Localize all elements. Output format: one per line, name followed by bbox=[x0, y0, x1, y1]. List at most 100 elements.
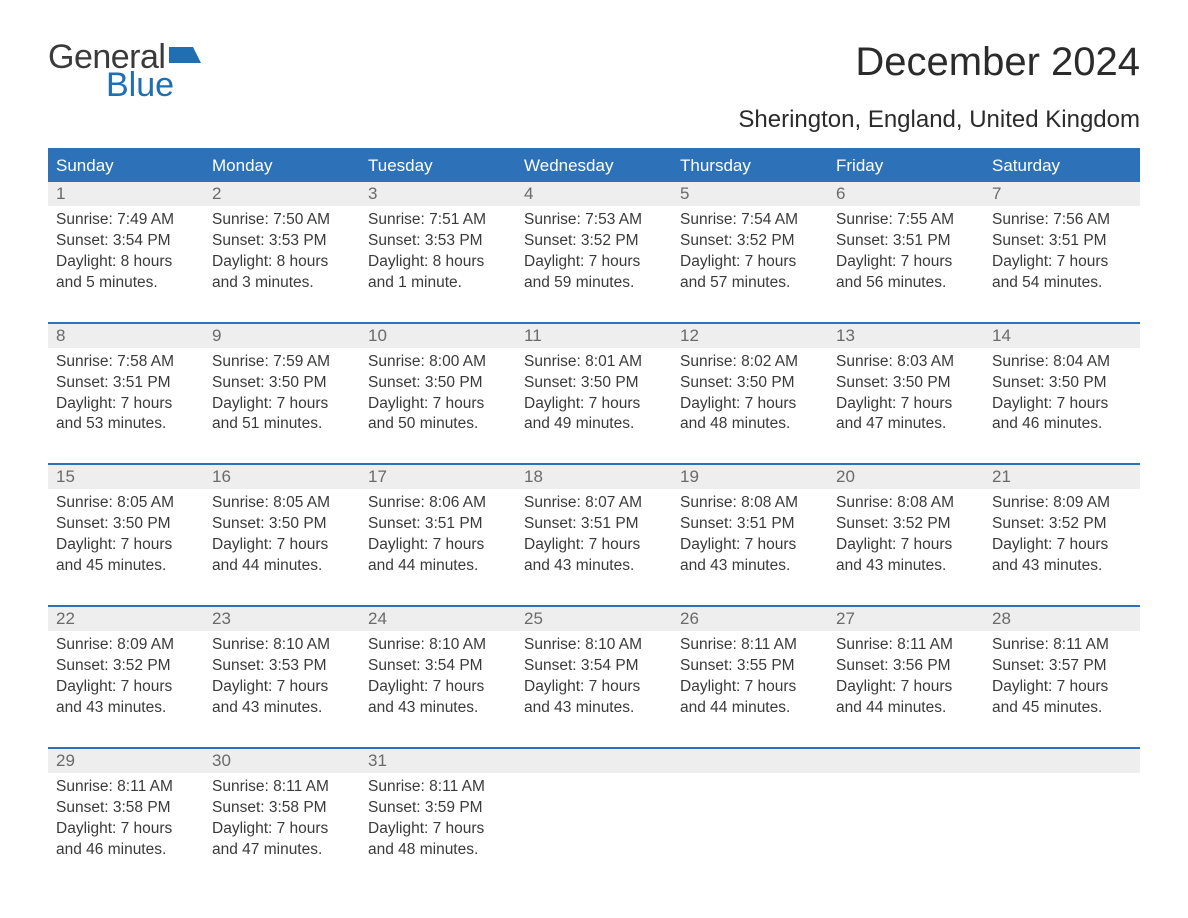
day-sunset: Sunset: 3:54 PM bbox=[368, 656, 508, 677]
day-cell: Sunrise: 8:08 AMSunset: 3:51 PMDaylight:… bbox=[672, 489, 828, 587]
calendar-week: 22232425262728Sunrise: 8:09 AMSunset: 3:… bbox=[48, 605, 1140, 729]
day-cell: Sunrise: 8:11 AMSunset: 3:58 PMDaylight:… bbox=[204, 773, 360, 871]
weekday-label: Sunday bbox=[48, 150, 204, 182]
day-sunrise: Sunrise: 8:10 AM bbox=[368, 635, 508, 656]
day-sunrise: Sunrise: 7:56 AM bbox=[992, 210, 1132, 231]
day-d1: Daylight: 7 hours bbox=[368, 394, 508, 415]
day-sunrise: Sunrise: 8:08 AM bbox=[836, 493, 976, 514]
day-number: 16 bbox=[204, 465, 360, 489]
day-number: 30 bbox=[204, 749, 360, 773]
day-number: 23 bbox=[204, 607, 360, 631]
day-sunrise: Sunrise: 8:06 AM bbox=[368, 493, 508, 514]
weekday-header: SundayMondayTuesdayWednesdayThursdayFrid… bbox=[48, 150, 1140, 182]
day-sunrise: Sunrise: 8:11 AM bbox=[368, 777, 508, 798]
flag-icon bbox=[169, 43, 201, 71]
day-sunset: Sunset: 3:52 PM bbox=[56, 656, 196, 677]
day-d1: Daylight: 7 hours bbox=[212, 677, 352, 698]
day-number: 9 bbox=[204, 324, 360, 348]
day-d2: and 47 minutes. bbox=[212, 840, 352, 861]
day-d1: Daylight: 7 hours bbox=[56, 677, 196, 698]
day-d1: Daylight: 8 hours bbox=[368, 252, 508, 273]
day-sunrise: Sunrise: 8:02 AM bbox=[680, 352, 820, 373]
day-sunrise: Sunrise: 8:08 AM bbox=[680, 493, 820, 514]
day-sunset: Sunset: 3:56 PM bbox=[836, 656, 976, 677]
day-d1: Daylight: 7 hours bbox=[836, 535, 976, 556]
day-number: 1 bbox=[48, 182, 204, 206]
day-d2: and 43 minutes. bbox=[56, 698, 196, 719]
daynum-row: 1234567 bbox=[48, 182, 1140, 206]
day-d2: and 43 minutes. bbox=[212, 698, 352, 719]
day-cell: Sunrise: 7:58 AMSunset: 3:51 PMDaylight:… bbox=[48, 348, 204, 446]
day-d2: and 43 minutes. bbox=[524, 556, 664, 577]
logo-text-blue: Blue bbox=[106, 68, 201, 102]
day-number: 29 bbox=[48, 749, 204, 773]
day-cell: Sunrise: 8:02 AMSunset: 3:50 PMDaylight:… bbox=[672, 348, 828, 446]
day-d2: and 43 minutes. bbox=[992, 556, 1132, 577]
day-cell: Sunrise: 8:10 AMSunset: 3:53 PMDaylight:… bbox=[204, 631, 360, 729]
day-cell: Sunrise: 8:10 AMSunset: 3:54 PMDaylight:… bbox=[516, 631, 672, 729]
weekday-label: Friday bbox=[828, 150, 984, 182]
day-d1: Daylight: 7 hours bbox=[212, 535, 352, 556]
day-d1: Daylight: 7 hours bbox=[992, 677, 1132, 698]
day-d2: and 3 minutes. bbox=[212, 273, 352, 294]
day-d1: Daylight: 7 hours bbox=[56, 394, 196, 415]
day-sunset: Sunset: 3:54 PM bbox=[56, 231, 196, 252]
day-cell: Sunrise: 7:53 AMSunset: 3:52 PMDaylight:… bbox=[516, 206, 672, 304]
day-sunrise: Sunrise: 8:10 AM bbox=[212, 635, 352, 656]
day-d2: and 54 minutes. bbox=[992, 273, 1132, 294]
day-cell bbox=[984, 773, 1140, 871]
day-d1: Daylight: 7 hours bbox=[212, 819, 352, 840]
day-cell: Sunrise: 8:09 AMSunset: 3:52 PMDaylight:… bbox=[48, 631, 204, 729]
day-cell: Sunrise: 8:11 AMSunset: 3:57 PMDaylight:… bbox=[984, 631, 1140, 729]
day-d1: Daylight: 7 hours bbox=[680, 677, 820, 698]
weekday-label: Saturday bbox=[984, 150, 1140, 182]
day-cell: Sunrise: 8:11 AMSunset: 3:58 PMDaylight:… bbox=[48, 773, 204, 871]
day-d2: and 48 minutes. bbox=[680, 414, 820, 435]
day-sunset: Sunset: 3:59 PM bbox=[368, 798, 508, 819]
day-d1: Daylight: 7 hours bbox=[524, 394, 664, 415]
day-d2: and 43 minutes. bbox=[680, 556, 820, 577]
day-number bbox=[516, 749, 672, 773]
day-sunrise: Sunrise: 8:11 AM bbox=[212, 777, 352, 798]
day-d1: Daylight: 7 hours bbox=[524, 252, 664, 273]
location-subtitle: Sherington, England, United Kingdom bbox=[48, 106, 1140, 134]
day-cell: Sunrise: 8:04 AMSunset: 3:50 PMDaylight:… bbox=[984, 348, 1140, 446]
day-sunrise: Sunrise: 7:59 AM bbox=[212, 352, 352, 373]
day-d1: Daylight: 7 hours bbox=[992, 535, 1132, 556]
day-cell: Sunrise: 8:11 AMSunset: 3:56 PMDaylight:… bbox=[828, 631, 984, 729]
day-cell: Sunrise: 8:08 AMSunset: 3:52 PMDaylight:… bbox=[828, 489, 984, 587]
day-sunset: Sunset: 3:53 PM bbox=[212, 231, 352, 252]
day-d1: Daylight: 7 hours bbox=[836, 252, 976, 273]
day-cell: Sunrise: 7:55 AMSunset: 3:51 PMDaylight:… bbox=[828, 206, 984, 304]
day-sunrise: Sunrise: 8:01 AM bbox=[524, 352, 664, 373]
day-cell: Sunrise: 7:59 AMSunset: 3:50 PMDaylight:… bbox=[204, 348, 360, 446]
day-number: 11 bbox=[516, 324, 672, 348]
day-d1: Daylight: 7 hours bbox=[680, 535, 820, 556]
header: General Blue December 2024 bbox=[48, 40, 1140, 102]
day-number: 8 bbox=[48, 324, 204, 348]
day-d2: and 43 minutes. bbox=[368, 698, 508, 719]
day-d2: and 53 minutes. bbox=[56, 414, 196, 435]
calendar-week: 15161718192021Sunrise: 8:05 AMSunset: 3:… bbox=[48, 463, 1140, 587]
day-number bbox=[984, 749, 1140, 773]
day-sunset: Sunset: 3:51 PM bbox=[524, 514, 664, 535]
day-number: 15 bbox=[48, 465, 204, 489]
day-d2: and 46 minutes. bbox=[56, 840, 196, 861]
day-number: 14 bbox=[984, 324, 1140, 348]
day-number: 10 bbox=[360, 324, 516, 348]
day-d2: and 45 minutes. bbox=[56, 556, 196, 577]
day-cell: Sunrise: 8:01 AMSunset: 3:50 PMDaylight:… bbox=[516, 348, 672, 446]
weekday-label: Wednesday bbox=[516, 150, 672, 182]
day-number: 31 bbox=[360, 749, 516, 773]
day-d2: and 44 minutes. bbox=[680, 698, 820, 719]
day-sunrise: Sunrise: 8:11 AM bbox=[56, 777, 196, 798]
day-d1: Daylight: 7 hours bbox=[56, 535, 196, 556]
day-sunrise: Sunrise: 7:51 AM bbox=[368, 210, 508, 231]
day-d1: Daylight: 7 hours bbox=[56, 819, 196, 840]
day-sunset: Sunset: 3:51 PM bbox=[680, 514, 820, 535]
day-d1: Daylight: 7 hours bbox=[680, 252, 820, 273]
day-d2: and 44 minutes. bbox=[836, 698, 976, 719]
day-sunset: Sunset: 3:51 PM bbox=[836, 231, 976, 252]
day-sunrise: Sunrise: 8:09 AM bbox=[56, 635, 196, 656]
day-d1: Daylight: 7 hours bbox=[524, 677, 664, 698]
